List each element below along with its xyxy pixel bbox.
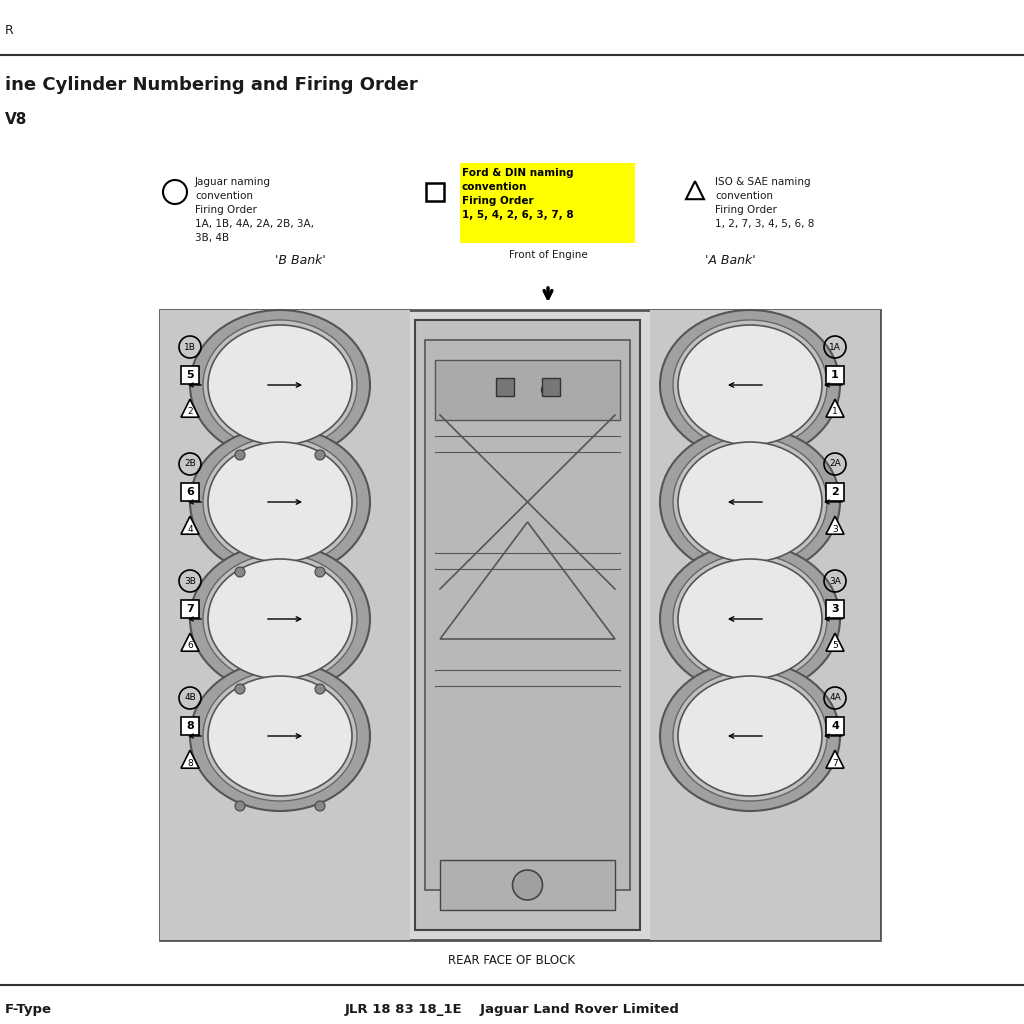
Ellipse shape [678,325,822,445]
Bar [160,310,880,940]
Text: Jaguar naming
convention
Firing Order
1A, 1B, 4A, 2A, 2B, 3A,
3B, 4B: Jaguar naming convention Firing Order 1A… [195,177,314,243]
Ellipse shape [208,676,352,796]
Text: 8: 8 [187,759,193,768]
Bar [826,483,844,501]
Bar [415,319,640,930]
Ellipse shape [190,662,370,811]
Text: 'A Bank': 'A Bank' [705,254,756,266]
Bar [181,483,199,501]
Text: 4B: 4B [184,693,196,702]
Text: 7: 7 [833,759,838,768]
Text: ISO & SAE naming
convention
Firing Order
1, 2, 7, 3, 4, 5, 6, 8: ISO & SAE naming convention Firing Order… [715,177,814,229]
Circle shape [234,450,245,460]
Text: 7: 7 [186,604,194,614]
Text: V8: V8 [5,113,28,128]
Bar [542,378,559,396]
Text: 6: 6 [186,487,194,497]
Ellipse shape [660,310,840,460]
Text: 1B: 1B [184,342,196,351]
Ellipse shape [660,544,840,694]
Text: 5: 5 [186,370,194,380]
Polygon shape [181,399,199,417]
Text: 3A: 3A [829,577,841,586]
Circle shape [234,567,245,577]
Ellipse shape [673,437,827,567]
Circle shape [315,684,325,694]
Ellipse shape [660,662,840,811]
Ellipse shape [678,442,822,562]
Text: 6: 6 [187,641,193,650]
Ellipse shape [673,554,827,684]
Ellipse shape [208,559,352,679]
Polygon shape [826,399,844,417]
Ellipse shape [203,554,357,684]
Ellipse shape [678,559,822,679]
Text: REAR FACE OF BLOCK: REAR FACE OF BLOCK [449,953,575,967]
Bar [496,378,513,396]
Bar [440,860,615,910]
Polygon shape [826,633,844,651]
Bar [181,600,199,618]
Polygon shape [181,751,199,768]
Text: 'B Bank': 'B Bank' [274,254,326,266]
Text: 1A: 1A [829,342,841,351]
Circle shape [234,801,245,811]
Circle shape [315,801,325,811]
Text: Ford & DIN naming
convention
Firing Order
1, 5, 4, 2, 6, 3, 7, 8: Ford & DIN naming convention Firing Orde… [462,168,573,220]
Polygon shape [181,516,199,535]
Polygon shape [826,751,844,768]
Text: 2A: 2A [829,460,841,469]
Text: F-Type: F-Type [5,1004,52,1017]
Text: 8: 8 [186,721,194,731]
Ellipse shape [660,427,840,577]
Text: 2: 2 [831,487,839,497]
Circle shape [315,567,325,577]
Ellipse shape [203,319,357,450]
Circle shape [512,870,543,900]
Text: 5: 5 [833,641,838,650]
Ellipse shape [203,671,357,801]
Bar [181,717,199,735]
Bar [826,366,844,384]
Text: 3: 3 [833,524,838,534]
Bar [181,366,199,384]
Ellipse shape [190,427,370,577]
Polygon shape [181,633,199,651]
Bar [650,310,880,940]
Bar [826,600,844,618]
Bar [435,360,620,420]
Text: Front of Engine: Front of Engine [509,250,588,260]
Ellipse shape [673,319,827,450]
Circle shape [315,450,325,460]
Text: 3B: 3B [184,577,196,586]
Text: 2B: 2B [184,460,196,469]
Text: R: R [5,24,13,37]
Ellipse shape [203,437,357,567]
Text: 4: 4 [187,524,193,534]
Bar [460,163,635,243]
Bar [425,340,630,890]
Bar [160,310,410,940]
Ellipse shape [678,676,822,796]
Circle shape [234,684,245,694]
Text: 4A: 4A [829,693,841,702]
Text: 3: 3 [831,604,839,614]
Text: 4: 4 [831,721,839,731]
Text: JLR 18 83 18_1E    Jaguar Land Rover Limited: JLR 18 83 18_1E Jaguar Land Rover Limite… [344,1004,680,1017]
Ellipse shape [190,544,370,694]
Bar [426,183,444,201]
Text: 1: 1 [831,370,839,380]
Text: 2: 2 [187,408,193,417]
Ellipse shape [673,671,827,801]
Circle shape [542,384,554,396]
Circle shape [502,384,513,396]
Polygon shape [826,516,844,535]
Text: 1: 1 [833,408,838,417]
Bar [826,717,844,735]
Ellipse shape [208,442,352,562]
Ellipse shape [208,325,352,445]
Ellipse shape [190,310,370,460]
Text: ine Cylinder Numbering and Firing Order: ine Cylinder Numbering and Firing Order [5,76,418,94]
